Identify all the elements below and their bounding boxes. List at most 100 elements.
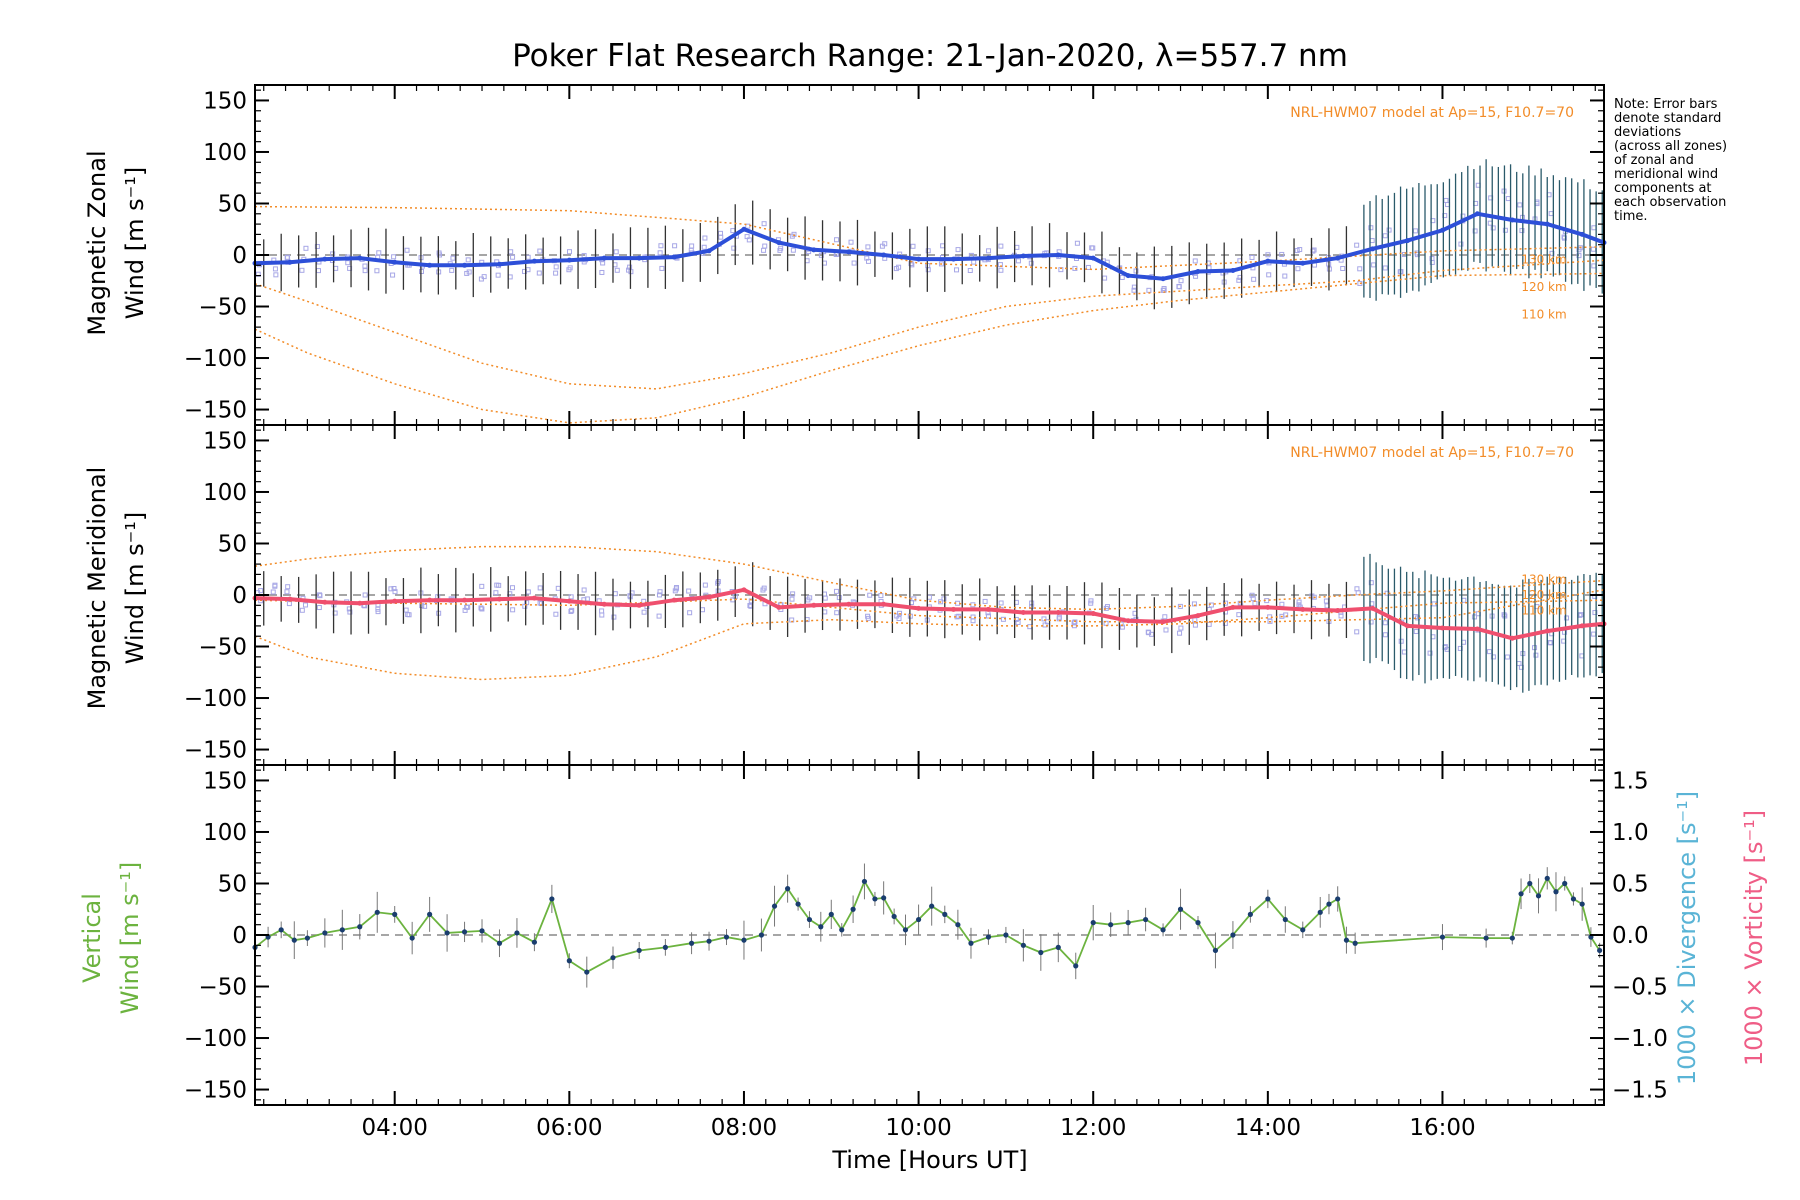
scatter-point xyxy=(1427,650,1433,656)
note-line: (across all zones) xyxy=(1614,139,1727,154)
vertical-wind-point xyxy=(1562,880,1568,887)
y-tick-label: 50 xyxy=(218,531,247,557)
scatter-point xyxy=(955,247,961,253)
y-tick-label: 150 xyxy=(203,768,247,794)
note-line: each observation xyxy=(1614,195,1726,210)
y-tick-label: −50 xyxy=(198,635,247,661)
vertical-wind-point xyxy=(1527,880,1533,887)
scatter-point xyxy=(1591,263,1597,269)
zonal-wind-point xyxy=(706,248,712,254)
scatter-point xyxy=(422,603,428,609)
vertical-wind-point xyxy=(1483,935,1489,941)
scatter-point xyxy=(659,265,665,271)
scatter-point xyxy=(481,274,487,280)
scatter-point xyxy=(345,260,351,266)
meridional-wind-point xyxy=(1055,610,1061,616)
scatter-point xyxy=(998,600,1004,606)
scatter-point xyxy=(1592,610,1598,616)
zonal-ylabel-line2: Wind [m s⁻¹] xyxy=(121,167,149,319)
scatter-point xyxy=(1193,273,1199,279)
scatter-point xyxy=(1533,652,1539,658)
scatter-point xyxy=(599,269,605,275)
vertical-wind-point xyxy=(758,932,765,938)
scatter-point xyxy=(273,272,279,278)
scatter-point xyxy=(1354,586,1360,592)
vertical-wind-point xyxy=(461,929,468,935)
meridional-wind-point xyxy=(846,601,852,607)
scatter-point xyxy=(851,260,857,266)
model-label: NRL-HWM07 model at Ap=15, F10.7=70 xyxy=(1290,445,1574,461)
vertical-wind-point xyxy=(1143,916,1149,923)
scatter-point xyxy=(791,231,797,237)
vertical-wind-point xyxy=(662,944,668,950)
vertical-wind-point xyxy=(1317,909,1323,915)
altitude-label: 130 km xyxy=(1521,253,1566,267)
vertical-wind-point xyxy=(1509,935,1515,941)
y-tick-label: −50 xyxy=(198,295,247,321)
scatter-point xyxy=(581,587,587,593)
scatter-point xyxy=(1461,597,1467,603)
y2-tick-label: −1.5 xyxy=(1612,1078,1668,1104)
scatter-point xyxy=(450,255,456,261)
scatter-point xyxy=(1028,260,1034,266)
panel-vertical: 150 100 50 0 −50 −100 −150 1.5 1.0 0.5 0.0 −0.5 −1.0… xyxy=(184,764,1668,1106)
scatter-point xyxy=(998,267,1004,273)
meridional-wind-point xyxy=(531,595,537,601)
y-tick-label: −100 xyxy=(184,1026,247,1052)
scatter-point xyxy=(641,609,647,615)
scatter-point xyxy=(1369,238,1375,244)
scatter-point xyxy=(986,248,992,254)
scatter-point xyxy=(866,258,872,264)
x-tick-label: 10:00 xyxy=(885,1115,951,1141)
zonal-wind-point xyxy=(1125,273,1131,279)
scatter-point xyxy=(536,270,542,276)
vertical-wind-point xyxy=(881,895,887,901)
scatter-point xyxy=(1249,254,1255,260)
scatter-point xyxy=(1162,614,1168,620)
meridional-wind-point xyxy=(1160,619,1166,625)
scatter-point xyxy=(1386,227,1392,233)
scatter-point xyxy=(833,588,839,594)
y-tick-label: 0 xyxy=(232,583,247,609)
scatter-point xyxy=(613,249,619,255)
scatter-point xyxy=(967,267,973,273)
vertical-wind-point xyxy=(1247,911,1253,917)
note-line: time. xyxy=(1614,209,1648,224)
zonal-ylabel-line1: Magnetic Zonal xyxy=(83,150,111,335)
meridional-wind-point xyxy=(985,606,991,612)
scatter-point xyxy=(790,247,796,253)
scatter-point xyxy=(686,588,692,594)
vertical-wind-point xyxy=(1579,901,1585,907)
y-tick-label: 150 xyxy=(203,428,247,454)
meridional-wind-point xyxy=(1544,628,1550,634)
vertical-wind-point xyxy=(1544,875,1550,881)
scatter-point xyxy=(834,237,840,243)
zonal-wind-point xyxy=(811,247,817,253)
meridional-wind-point xyxy=(357,600,363,606)
scatter-point xyxy=(1412,228,1418,234)
scatter-point xyxy=(1340,265,1346,271)
zonal-wind-point xyxy=(601,255,607,261)
vertical-wind-point xyxy=(1160,927,1166,933)
scatter-point xyxy=(1178,625,1184,631)
vertical-wind-point xyxy=(304,935,310,941)
scatter-point xyxy=(687,610,693,616)
panel-zonal: NRL-HWM07 model at Ap=15, F10.7=70 130 km… xyxy=(184,84,1607,426)
scatter-point xyxy=(495,272,501,278)
vertical-wind-point xyxy=(531,939,538,945)
meridional-wind-point xyxy=(1474,626,1480,632)
scatter-point xyxy=(910,243,916,249)
y-tick-label: −150 xyxy=(184,398,247,424)
meridional-wind-point xyxy=(811,602,817,608)
scatter-point xyxy=(1074,240,1080,246)
scatter-point xyxy=(790,591,796,597)
scatter-point xyxy=(1368,580,1374,586)
scatter-point xyxy=(789,596,795,602)
model-curve-110km xyxy=(254,272,1605,424)
model-curve-110km xyxy=(254,599,1605,681)
vertical-wind-point xyxy=(1597,947,1603,954)
meridional-wind-point xyxy=(1579,623,1585,629)
note-line: denote standard xyxy=(1614,111,1721,126)
scatter-point xyxy=(955,600,961,606)
scatter-point xyxy=(956,613,962,619)
